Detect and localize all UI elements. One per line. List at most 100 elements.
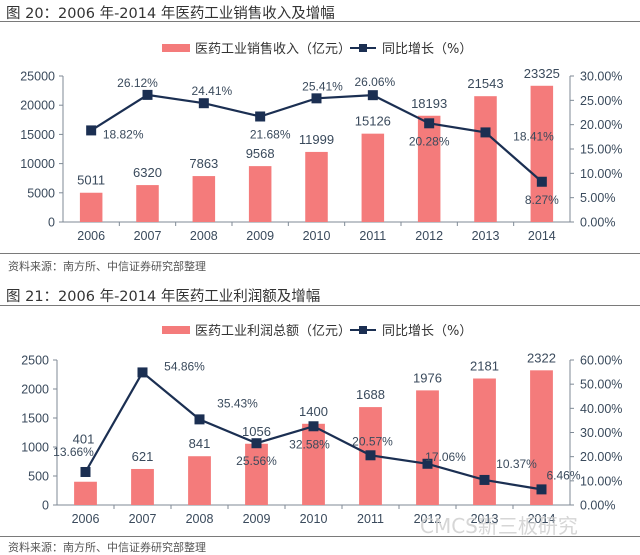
figure-20-title: 图 20：2006 年-2014 年医药工业销售收入及增幅	[6, 6, 335, 22]
y2-tick-label: 60.00%	[580, 354, 622, 368]
legend-line-label: 同比增长（%）	[382, 42, 472, 57]
chart-profit: 医药工业利润总额（亿元） 同比增长（%） 0 500 1000 1500 2000 2500 0…	[21, 324, 622, 526]
bar	[361, 133, 385, 222]
growth-marker	[137, 367, 148, 378]
growth-marker	[308, 421, 319, 432]
y-tick-label: 20000	[20, 99, 55, 113]
y2-tick-label: 15.00%	[580, 143, 622, 157]
growth-value-label: 17.06%	[425, 450, 466, 464]
growth-marker	[367, 90, 378, 101]
x-tick-label: 2007	[129, 512, 157, 526]
growth-marker	[479, 474, 490, 485]
y-tick-label: 0	[48, 216, 55, 230]
bar-value-label: 621	[132, 449, 154, 464]
y2-tick-label: 10.00%	[580, 474, 622, 488]
legend-bar-label: 医药工业销售收入（亿元）	[195, 41, 351, 57]
growth-value-label: 54.86%	[164, 359, 205, 373]
x-tick-label: 2007	[134, 229, 162, 243]
bar-value-label: 401	[73, 432, 95, 447]
growth-marker	[311, 93, 322, 104]
bar	[245, 443, 268, 505]
figure-20-top-rule	[0, 21, 640, 22]
growth-value-label: 25.41%	[302, 79, 343, 93]
x-tick-label: 2012	[414, 512, 442, 526]
bar	[305, 151, 328, 222]
growth-marker	[365, 450, 376, 461]
watermark: CMCS新三板研究	[420, 514, 578, 538]
growth-value-label: 20.57%	[352, 434, 393, 448]
x-tick-label: 2009	[243, 512, 271, 526]
bar-value-label: 2181	[470, 359, 499, 374]
x-tick-label: 2006	[77, 229, 105, 243]
legend-bar-swatch	[162, 44, 190, 52]
legend-line-marker	[359, 44, 367, 52]
y-tick-label: 2000	[21, 383, 49, 397]
legend-line-marker	[359, 326, 367, 334]
growth-value-label: 6.46%	[546, 468, 580, 482]
bar	[74, 481, 97, 505]
bar-value-label: 1688	[356, 387, 385, 402]
growth-value-label: 26.12%	[117, 76, 158, 90]
y-tick-label: 1500	[21, 412, 49, 426]
growth-value-label: 20.28%	[409, 134, 450, 148]
growth-marker	[422, 458, 433, 469]
bar-value-label: 6320	[133, 165, 162, 180]
growth-value-label: 24.41%	[191, 84, 232, 98]
y2-tick-label: 0.00%	[580, 499, 615, 513]
growth-value-label: 25.56%	[236, 454, 277, 468]
y-tick-label: 15000	[20, 128, 55, 142]
growth-value-label: 26.06%	[354, 75, 395, 89]
figure-20-bottom-rule	[0, 253, 640, 254]
bar-value-label: 1400	[299, 404, 328, 419]
figure-21-title: 图 21：2006 年-2014 年医药工业利润额及增幅	[6, 289, 321, 305]
growth-marker	[536, 484, 547, 495]
bar	[474, 96, 497, 222]
growth-marker	[80, 466, 91, 477]
growth-marker	[198, 98, 209, 109]
growth-marker	[536, 176, 547, 187]
bar	[131, 468, 154, 505]
figure-21-top-rule	[0, 305, 640, 306]
legend-bar-label: 医药工业利润总额（亿元）	[195, 324, 351, 339]
figure-21-bottom-rule	[0, 536, 640, 537]
growth-value-label: 35.43%	[217, 396, 258, 410]
bar	[79, 192, 103, 222]
growth-marker	[251, 438, 262, 449]
legend-line-label: 同比增长（%）	[382, 324, 472, 339]
y2-tick-label: 30.00%	[580, 426, 622, 440]
y2-tick-label: 30.00%	[580, 70, 622, 84]
bar-value-label: 21543	[467, 76, 503, 91]
bar	[473, 378, 496, 505]
bar-value-label: 15126	[355, 114, 391, 129]
bar-value-label: 841	[189, 436, 211, 451]
bar	[302, 423, 325, 505]
bar	[192, 176, 216, 222]
y-tick-label: 0	[42, 499, 49, 513]
bar-value-label: 18193	[411, 96, 447, 111]
x-tick-label: 2014	[528, 229, 556, 243]
bar	[530, 370, 553, 505]
x-tick-label: 2010	[300, 512, 328, 526]
bar-value-label: 1976	[413, 370, 442, 385]
y2-tick-label: 5.00%	[580, 191, 615, 205]
x-tick-label: 2011	[359, 229, 386, 243]
x-tick-label: 2012	[415, 229, 443, 243]
y-tick-label: 25000	[20, 70, 55, 84]
growth-marker	[194, 414, 205, 425]
y2-tick-label: 20.00%	[580, 450, 622, 464]
growth-marker	[86, 125, 97, 136]
bar-value-label: 5011	[77, 173, 105, 188]
growth-marker	[424, 118, 435, 129]
y-tick-label: 500	[28, 470, 49, 484]
growth-marker	[142, 89, 153, 100]
bar-value-label: 1056	[242, 424, 271, 439]
x-tick-label: 2010	[303, 229, 331, 243]
growth-value-label: 13.66%	[53, 445, 94, 459]
y-tick-label: 10000	[20, 157, 55, 171]
growth-marker	[480, 127, 491, 138]
x-tick-label: 2011	[357, 512, 384, 526]
growth-value-label: 32.58%	[289, 437, 330, 451]
x-tick-label: 2014	[528, 512, 556, 526]
bar	[188, 456, 211, 505]
y2-tick-label: 0.00%	[580, 216, 615, 230]
